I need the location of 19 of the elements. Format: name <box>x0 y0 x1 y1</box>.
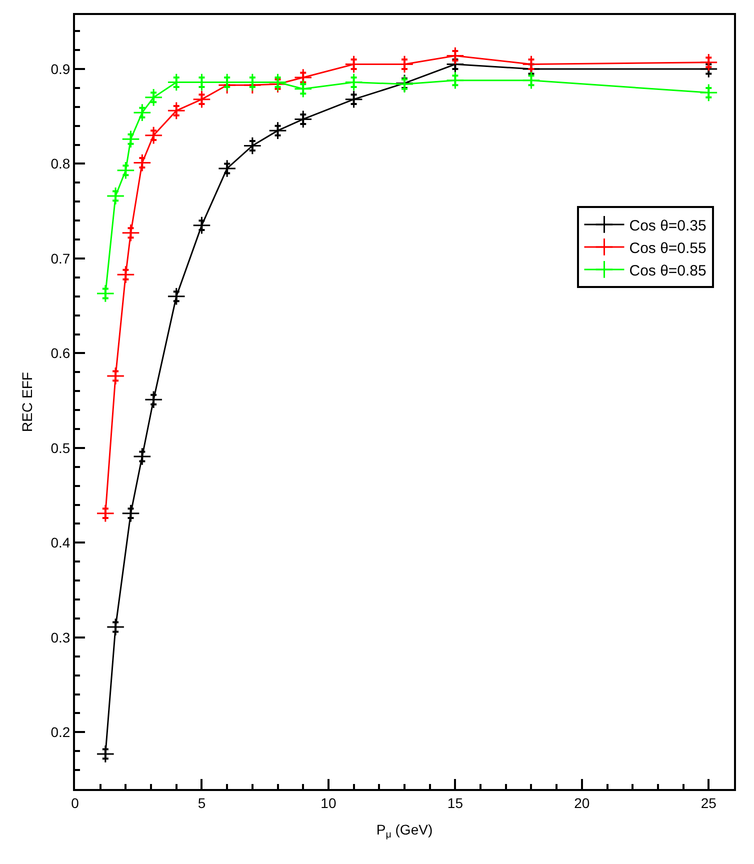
y-axis-title: REC EFF <box>18 372 35 432</box>
y-tick-label: 0.5 <box>50 440 70 456</box>
y-tick-label: 0.6 <box>50 345 70 362</box>
y-tick-label: 0.8 <box>50 156 70 172</box>
legend-label: Cos θ=0.55 <box>629 240 706 257</box>
y-tick-label: 0.7 <box>50 250 70 266</box>
x-tick-label: 15 <box>447 794 464 811</box>
y-tick-label: 0.2 <box>50 724 70 740</box>
x-tick-label: 25 <box>700 794 717 811</box>
x-tick-label: 5 <box>198 794 206 811</box>
y-tick-label: 0.3 <box>50 629 70 646</box>
legend-label: Cos θ=0.35 <box>629 217 706 234</box>
y-tick-label: 0.9 <box>50 60 70 77</box>
x-tick-label: 10 <box>320 794 336 811</box>
x-axis-title: P$_{μ}$ (GeV) <box>376 822 433 841</box>
y-tick-label: 0.4 <box>50 534 70 551</box>
legend-label: Cos θ=0.85 <box>629 262 706 280</box>
x-tick-label: 20 <box>574 794 590 811</box>
x-tick-label: 0 <box>71 794 80 811</box>
